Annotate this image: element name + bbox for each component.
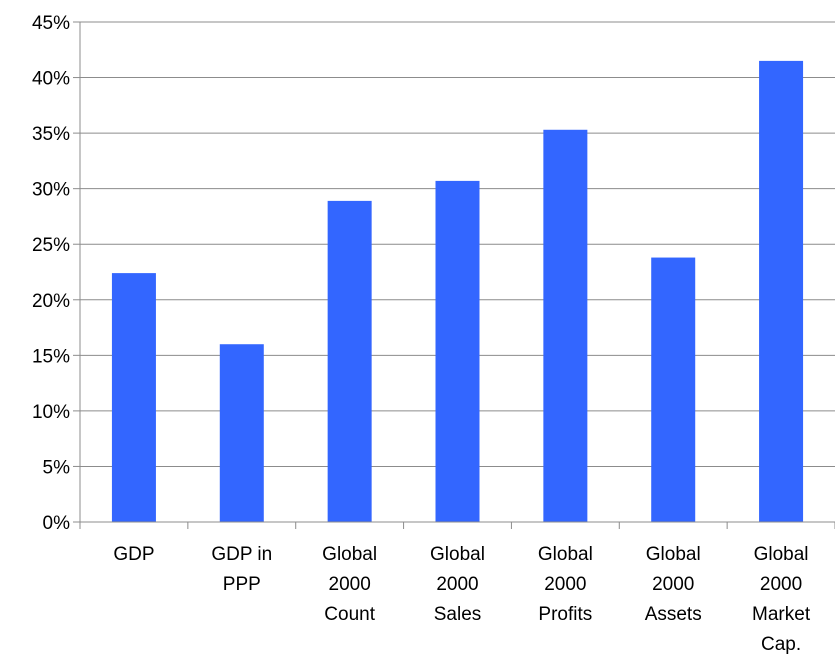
bar: [759, 60, 804, 523]
bar: [111, 273, 156, 522]
bar: [219, 344, 264, 522]
x-category-label: Global 2000 Count: [322, 544, 377, 625]
bar-series: [111, 60, 804, 523]
axes: [73, 21, 835, 529]
x-category-label: GDP in PPP: [211, 544, 272, 595]
x-category-label: GDP: [113, 544, 154, 565]
y-tick-label: 15%: [32, 346, 70, 367]
y-tick-label: 45%: [32, 13, 70, 34]
bar: [435, 180, 480, 522]
y-tick-label: 30%: [32, 180, 70, 201]
x-category-label: Global 2000 Profits: [538, 544, 593, 625]
y-tick-label: 5%: [43, 457, 71, 478]
x-category-label: Global 2000 Assets: [645, 544, 702, 625]
y-axis-tick-labels: 0% 5% 10% 15% 20% 25% 30% 35% 40% 45%: [32, 13, 70, 534]
y-tick-label: 40%: [32, 69, 70, 90]
bar: [651, 257, 696, 522]
y-tick-label: 10%: [32, 402, 70, 423]
y-tick-label: 25%: [32, 235, 70, 256]
x-category-label: Global 2000 Sales: [430, 544, 485, 625]
x-axis-category-labels: GDP GDP in PPP Global 2000 Count Global 2000 Sal…: [113, 544, 810, 655]
x-category-label: Global 2000 Market Cap.: [752, 544, 811, 655]
y-tick-label: 20%: [32, 291, 70, 312]
bar: [327, 200, 372, 522]
y-tick-label: 35%: [32, 124, 70, 145]
y-tick-label: 0%: [43, 513, 71, 534]
bar: [543, 129, 588, 522]
